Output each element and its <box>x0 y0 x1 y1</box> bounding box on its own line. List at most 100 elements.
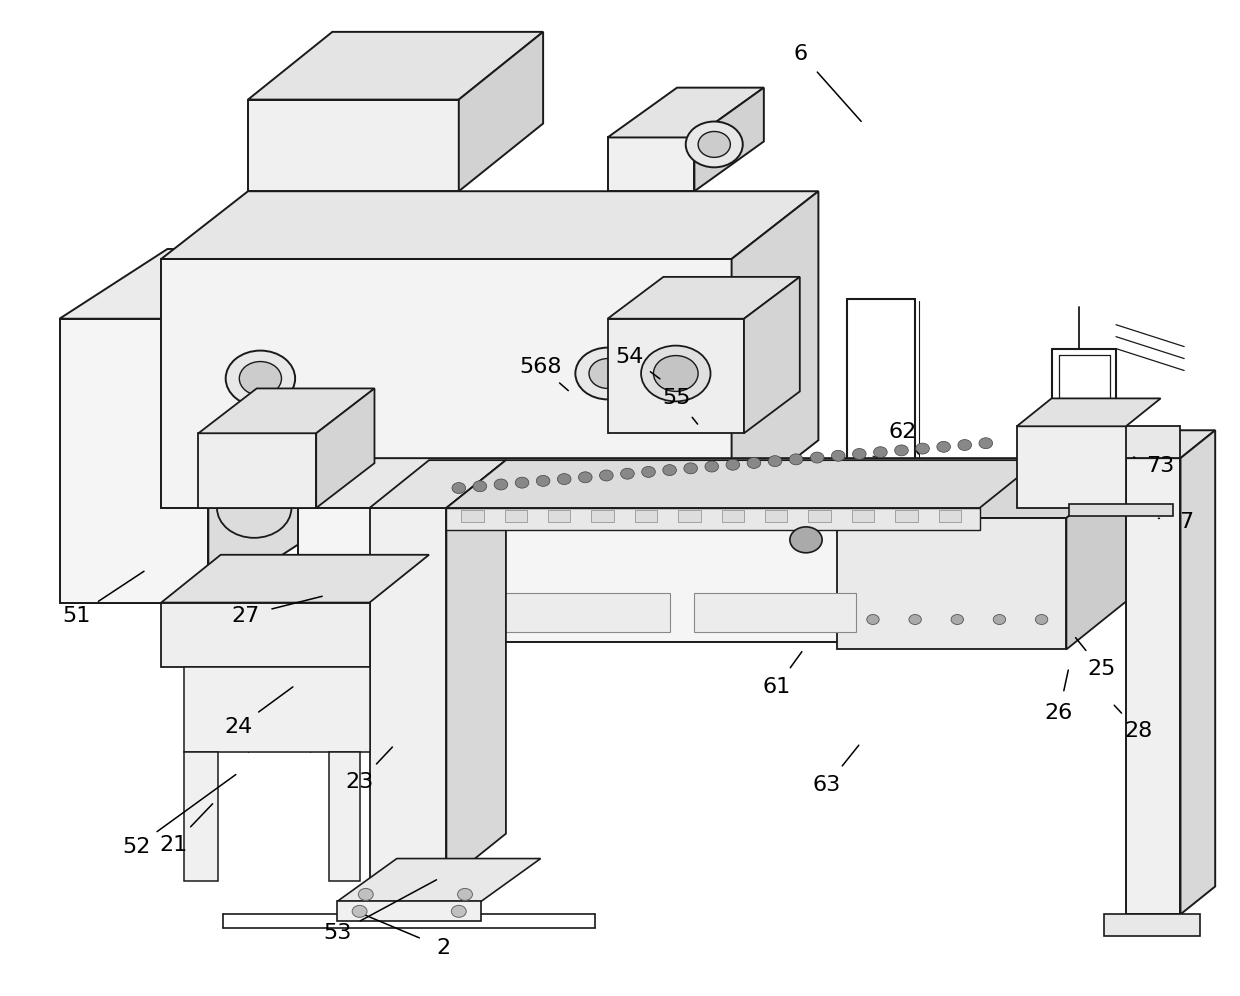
Text: 53: 53 <box>324 923 351 943</box>
Text: 568: 568 <box>520 357 562 376</box>
Polygon shape <box>1017 398 1161 426</box>
Bar <box>678 510 701 522</box>
Circle shape <box>811 452 825 463</box>
Polygon shape <box>60 249 316 319</box>
Polygon shape <box>208 249 316 603</box>
Polygon shape <box>298 458 1128 508</box>
Polygon shape <box>1104 914 1200 936</box>
Circle shape <box>536 475 551 486</box>
Circle shape <box>957 439 972 450</box>
Bar <box>548 510 570 522</box>
Circle shape <box>494 479 508 490</box>
Text: 51: 51 <box>63 606 91 625</box>
Circle shape <box>686 122 743 167</box>
Circle shape <box>698 615 711 624</box>
Text: 73: 73 <box>1147 456 1174 476</box>
Circle shape <box>698 131 730 157</box>
Polygon shape <box>1066 458 1128 642</box>
Bar <box>808 510 831 522</box>
Circle shape <box>746 457 761 468</box>
Circle shape <box>867 615 879 624</box>
Circle shape <box>768 456 782 466</box>
Polygon shape <box>161 259 732 508</box>
Text: 61: 61 <box>763 677 790 697</box>
Circle shape <box>951 615 963 624</box>
Polygon shape <box>446 460 506 881</box>
Circle shape <box>831 450 846 461</box>
Circle shape <box>790 527 822 553</box>
Polygon shape <box>608 137 694 191</box>
Circle shape <box>558 474 572 484</box>
Circle shape <box>600 470 614 481</box>
Circle shape <box>451 905 466 917</box>
Text: 2: 2 <box>436 938 451 958</box>
Polygon shape <box>370 508 446 881</box>
Polygon shape <box>370 460 506 508</box>
Polygon shape <box>732 191 818 508</box>
Circle shape <box>993 615 1006 624</box>
Polygon shape <box>316 388 374 508</box>
Circle shape <box>704 461 719 472</box>
Circle shape <box>589 359 626 388</box>
Polygon shape <box>337 859 541 901</box>
Circle shape <box>662 464 677 475</box>
Text: 23: 23 <box>346 772 373 792</box>
Text: 54: 54 <box>616 347 644 367</box>
Polygon shape <box>1066 470 1126 649</box>
Polygon shape <box>744 277 800 433</box>
Circle shape <box>937 441 951 452</box>
Circle shape <box>656 615 668 624</box>
Bar <box>939 510 961 522</box>
Polygon shape <box>298 508 1066 642</box>
Polygon shape <box>1126 430 1215 458</box>
Polygon shape <box>184 752 218 881</box>
Text: 63: 63 <box>813 775 841 795</box>
Circle shape <box>352 905 367 917</box>
Polygon shape <box>337 901 481 921</box>
Circle shape <box>358 888 373 900</box>
Polygon shape <box>1126 458 1180 914</box>
Polygon shape <box>329 752 360 881</box>
Text: 62: 62 <box>889 422 916 442</box>
Circle shape <box>909 615 921 624</box>
Polygon shape <box>161 555 429 603</box>
Circle shape <box>873 446 888 457</box>
Polygon shape <box>459 32 543 191</box>
Circle shape <box>575 348 640 399</box>
Circle shape <box>653 356 698 391</box>
Text: 26: 26 <box>1045 703 1073 723</box>
Circle shape <box>487 615 500 624</box>
Polygon shape <box>694 88 764 191</box>
Polygon shape <box>184 667 370 752</box>
Text: 21: 21 <box>160 835 187 855</box>
Bar <box>694 593 856 632</box>
Circle shape <box>226 351 295 406</box>
Polygon shape <box>60 319 208 603</box>
Circle shape <box>789 454 804 465</box>
Bar <box>505 510 527 522</box>
Bar <box>765 510 787 522</box>
Polygon shape <box>608 88 764 137</box>
Polygon shape <box>1180 430 1215 914</box>
Text: 52: 52 <box>123 837 150 857</box>
Polygon shape <box>161 603 370 667</box>
Circle shape <box>740 615 753 624</box>
Circle shape <box>614 615 626 624</box>
Circle shape <box>825 615 837 624</box>
Bar <box>446 593 670 632</box>
Circle shape <box>458 888 472 900</box>
Circle shape <box>319 615 331 624</box>
Polygon shape <box>1069 504 1173 516</box>
Polygon shape <box>198 388 374 433</box>
Polygon shape <box>608 319 744 433</box>
Circle shape <box>403 615 415 624</box>
Text: 55: 55 <box>663 388 691 408</box>
Polygon shape <box>248 32 543 100</box>
Circle shape <box>683 463 697 474</box>
Polygon shape <box>1017 426 1126 508</box>
Bar <box>591 510 614 522</box>
Circle shape <box>529 615 542 624</box>
Circle shape <box>472 481 486 492</box>
Circle shape <box>782 615 795 624</box>
Bar <box>635 510 657 522</box>
